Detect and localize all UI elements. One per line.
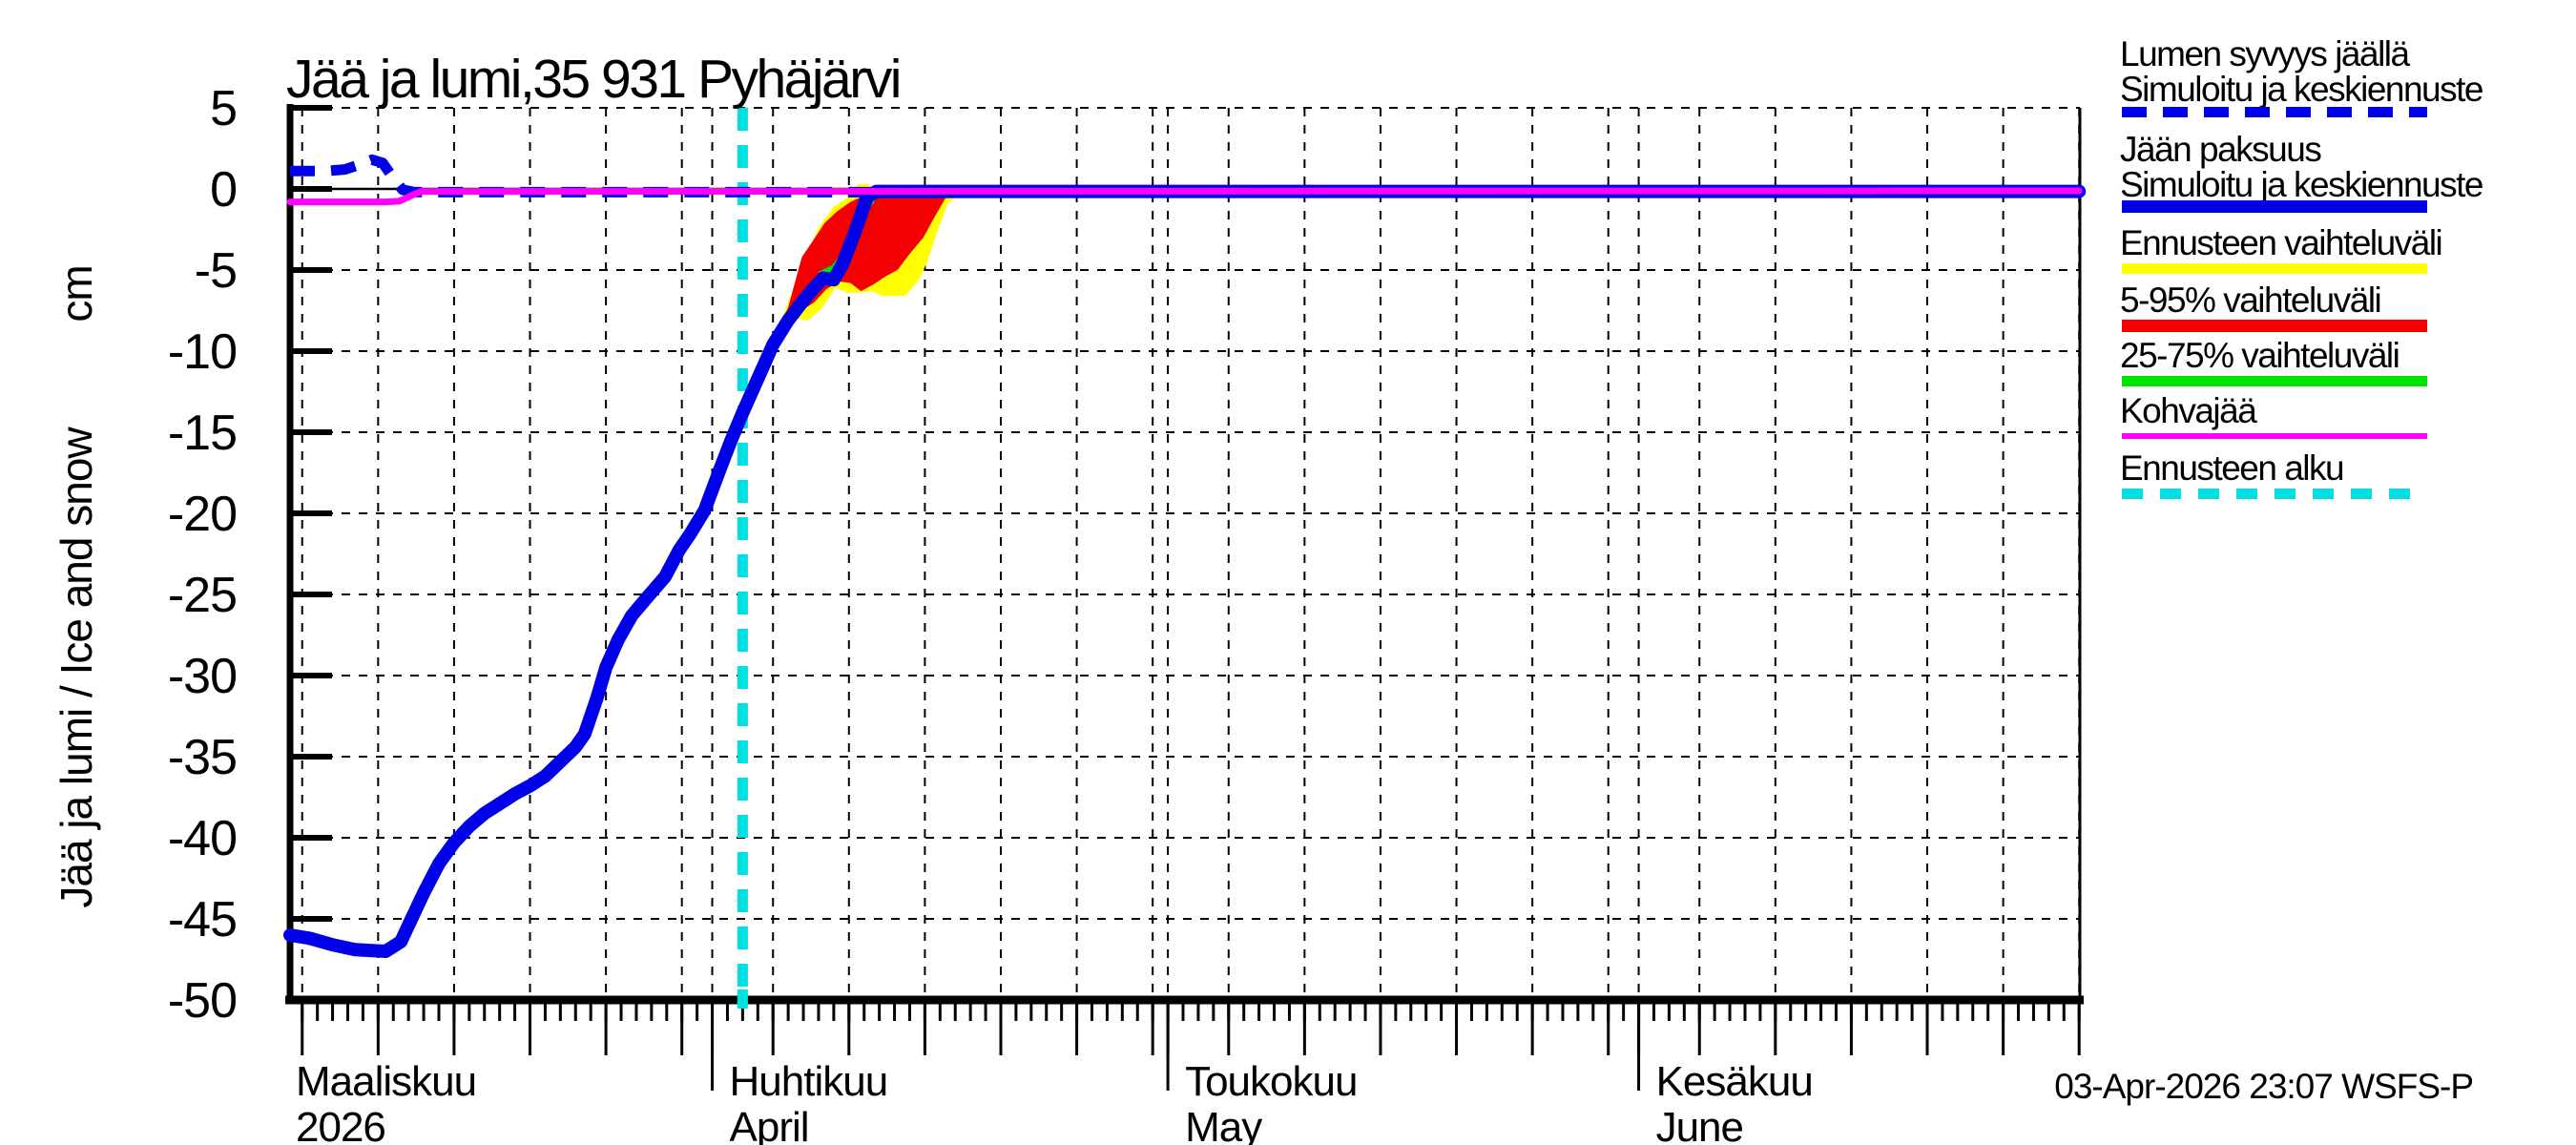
- legend-label: Kohvajää: [2120, 391, 2257, 430]
- svg-text:2026: 2026: [296, 1104, 385, 1145]
- svg-text:Maaliskuu: Maaliskuu: [296, 1058, 476, 1105]
- legend-label: Ennusteen alku: [2120, 448, 2345, 488]
- legend-label: 5-95% vaihteluväli: [2120, 281, 2382, 320]
- legend-label: Jään paksuus: [2120, 130, 2322, 169]
- legend-label: Simuloitu ja keskiennuste: [2120, 165, 2484, 204]
- legend-label: 25-75% vaihteluväli: [2120, 336, 2400, 375]
- legend-item-ice-thickness: Jään paksuus Simuloitu ja keskiennuste: [2120, 130, 2484, 213]
- svg-text:April: April: [730, 1104, 809, 1145]
- timestamp-label: 03-Apr-2026 23:07 WSFS-P: [2054, 1067, 2474, 1106]
- svg-text:-50: -50: [168, 973, 237, 1029]
- svg-text:May: May: [1185, 1104, 1262, 1145]
- legend-item-forecast-start: Ennusteen alku: [2120, 448, 2427, 499]
- legend-line-snow-depth-icon: [2122, 107, 2427, 117]
- legend-item-5-95-range: 5-95% vaihteluväli: [2120, 281, 2427, 332]
- svg-text:-20: -20: [168, 487, 237, 542]
- legend-item-kohvajaa: Kohvajää: [2120, 391, 2427, 439]
- legend-label: Ennusteen vaihteluväli: [2120, 223, 2443, 262]
- svg-text:-35: -35: [168, 730, 237, 785]
- svg-text:5: 5: [210, 81, 237, 136]
- svg-text:-25: -25: [168, 568, 237, 623]
- chart-title: Jää ja lumi,35 931 Pyhäjärvi: [286, 49, 902, 110]
- svg-text:-30: -30: [168, 649, 237, 704]
- legend-item-25-75-range: 25-75% vaihteluväli: [2120, 336, 2427, 386]
- legend-label: Lumen syvyys jäällä: [2120, 34, 2410, 73]
- legend-line-5-95-range-icon: [2122, 320, 2427, 332]
- svg-text:-40: -40: [168, 811, 237, 866]
- legend-line-forecast-start-icon: [2122, 489, 2427, 499]
- svg-text:-10: -10: [168, 324, 237, 380]
- legend-line-25-75-range-icon: [2122, 376, 2427, 386]
- legend-line-forecast-range-icon: [2122, 263, 2427, 274]
- svg-text:0: 0: [210, 162, 237, 218]
- svg-text:-5: -5: [195, 243, 237, 299]
- svg-text:June: June: [1656, 1104, 1743, 1145]
- legend-item-snow-depth: Lumen syvyys jäällä Simuloitu ja keskien…: [2120, 34, 2484, 117]
- legend-label: Simuloitu ja keskiennuste: [2120, 70, 2484, 109]
- svg-text:Huhtikuu: Huhtikuu: [730, 1058, 888, 1105]
- svg-text:Kesäkuu: Kesäkuu: [1656, 1058, 1813, 1105]
- svg-text:-45: -45: [168, 892, 237, 947]
- legend-line-kohvajaa-icon: [2122, 433, 2427, 439]
- svg-text:Toukokuu: Toukokuu: [1185, 1058, 1357, 1105]
- legend-line-ice-thickness-icon: [2122, 200, 2427, 213]
- svg-text:-15: -15: [168, 406, 237, 461]
- legend-item-forecast-range: Ennusteen vaihteluväli: [2120, 223, 2443, 274]
